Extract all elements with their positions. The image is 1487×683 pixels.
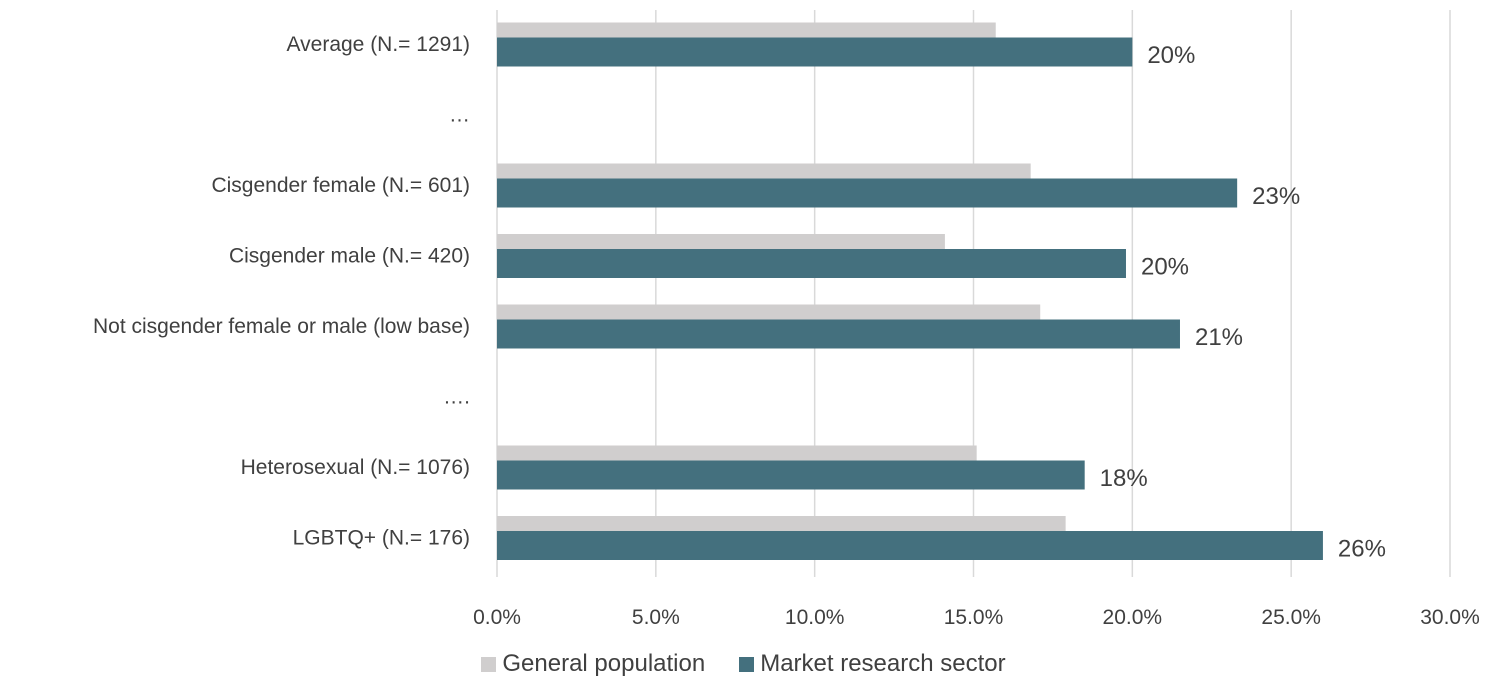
legend-item-general-population: General population bbox=[481, 650, 705, 678]
x-tick-label: 20.0% bbox=[1103, 606, 1163, 629]
legend-label-market-research-sector: Market research sector bbox=[760, 650, 1006, 677]
category-label-lgbtq-n-176: LGBTQ+ (N.= 176) bbox=[293, 527, 470, 550]
bar-market-research-sector bbox=[497, 460, 1085, 490]
data-labels: 20% 23% 20% 21% 18% 26% bbox=[1100, 42, 1386, 563]
x-tick-label: 25.0% bbox=[1261, 606, 1321, 629]
bar-market-research-sector bbox=[497, 249, 1126, 278]
data-label-market-research-sector: 18% bbox=[1100, 465, 1148, 492]
data-label-market-research-sector: 21% bbox=[1195, 324, 1243, 351]
x-tick-label: 15.0% bbox=[944, 606, 1004, 629]
x-tick-label: 5.0% bbox=[632, 606, 680, 629]
bar-market-research-sector bbox=[497, 531, 1323, 560]
legend-label-general-population: General population bbox=[502, 650, 706, 677]
gridlines bbox=[496, 10, 1451, 577]
category-label-blank: … bbox=[449, 104, 470, 127]
bar-market-research-sector bbox=[497, 178, 1238, 208]
category-label-not-cisgender-female-or-male-low-base: Not cisgender female or male (low base) bbox=[93, 315, 470, 338]
data-label-market-research-sector: 20% bbox=[1141, 254, 1189, 281]
x-tick-label: 0.0% bbox=[473, 606, 521, 629]
category-label-cisgender-male-n-420: Cisgender male (N.= 420) bbox=[229, 245, 470, 268]
legend: General population Market research secto… bbox=[0, 650, 1487, 678]
legend-swatch-general-population bbox=[481, 656, 497, 672]
category-label-cisgender-female-n-601: Cisgender female (N.= 601) bbox=[211, 174, 470, 197]
category-label-average-n-1291: Average (N.= 1291) bbox=[287, 33, 470, 56]
legend-item-market-research-sector: Market research sector bbox=[739, 650, 1006, 678]
x-tick-label: 30.0% bbox=[1420, 606, 1480, 629]
data-label-market-research-sector: 20% bbox=[1147, 42, 1195, 69]
category-label-blank: …. bbox=[443, 386, 470, 409]
category-labels: Average (N.= 1291) … Cisgender female (N.=… bbox=[93, 33, 470, 550]
bar-market-research-sector bbox=[497, 37, 1133, 67]
bars bbox=[497, 22, 1323, 560]
data-label-market-research-sector: 26% bbox=[1338, 536, 1386, 563]
x-axis-ticks: 0.0% 5.0% 10.0% 15.0% 20.0% 25.0% 30.0% bbox=[473, 606, 1480, 629]
x-tick-label: 10.0% bbox=[785, 606, 845, 629]
category-label-heterosexual-n-1076: Heterosexual (N.= 1076) bbox=[241, 456, 470, 479]
bar-market-research-sector bbox=[497, 319, 1180, 349]
legend-swatch-market-research-sector bbox=[739, 656, 755, 672]
data-label-market-research-sector: 23% bbox=[1252, 183, 1300, 210]
